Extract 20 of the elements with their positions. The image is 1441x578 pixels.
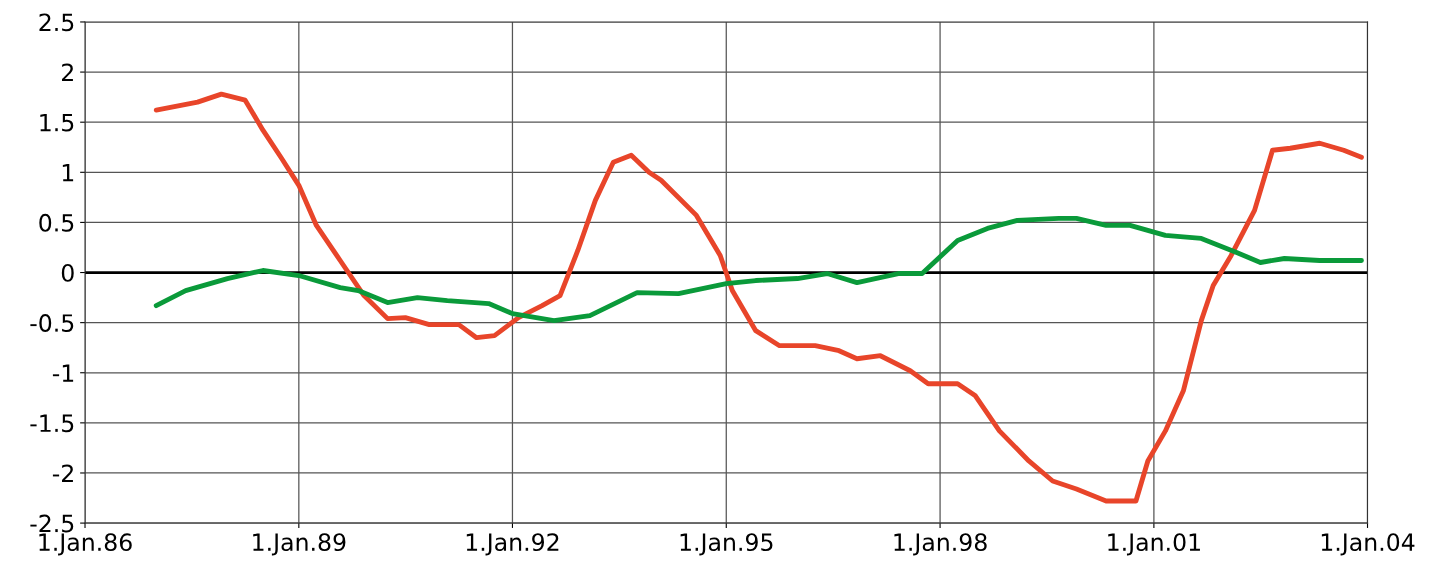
- y-tick-label: 2: [62, 63, 73, 82]
- y-tick-label: -2.5: [30, 514, 74, 533]
- line-series: [153, 91, 1364, 504]
- y-tick-label: -1: [52, 364, 74, 382]
- y-tick-label: 0: [61, 263, 74, 282]
- y-tick-label: 0.5: [39, 213, 74, 232]
- x-tick-label: 1.Jan.04: [1321, 533, 1415, 556]
- y-tick-label: -0.5: [30, 314, 74, 332]
- x-tick-label: 1.Jan.86: [39, 533, 132, 556]
- y-tick-label: 1: [62, 164, 74, 182]
- x-tick-label: 1.Jan.98: [894, 533, 987, 556]
- y-tick-label: -1.5: [30, 414, 74, 433]
- x-tick-label: 1.Jan.89: [253, 533, 346, 556]
- x-tick-label: 1.Jan.92: [466, 533, 559, 556]
- y-tick-label: 1.5: [40, 113, 74, 132]
- x-tick-label: 1.Jan.01: [1108, 533, 1200, 556]
- y-tick-label: 2.5: [39, 13, 74, 32]
- line-series: [153, 215, 1364, 324]
- x-tick-label: 1.Jan.95: [680, 533, 773, 556]
- y-tick-label: -2: [52, 464, 73, 482]
